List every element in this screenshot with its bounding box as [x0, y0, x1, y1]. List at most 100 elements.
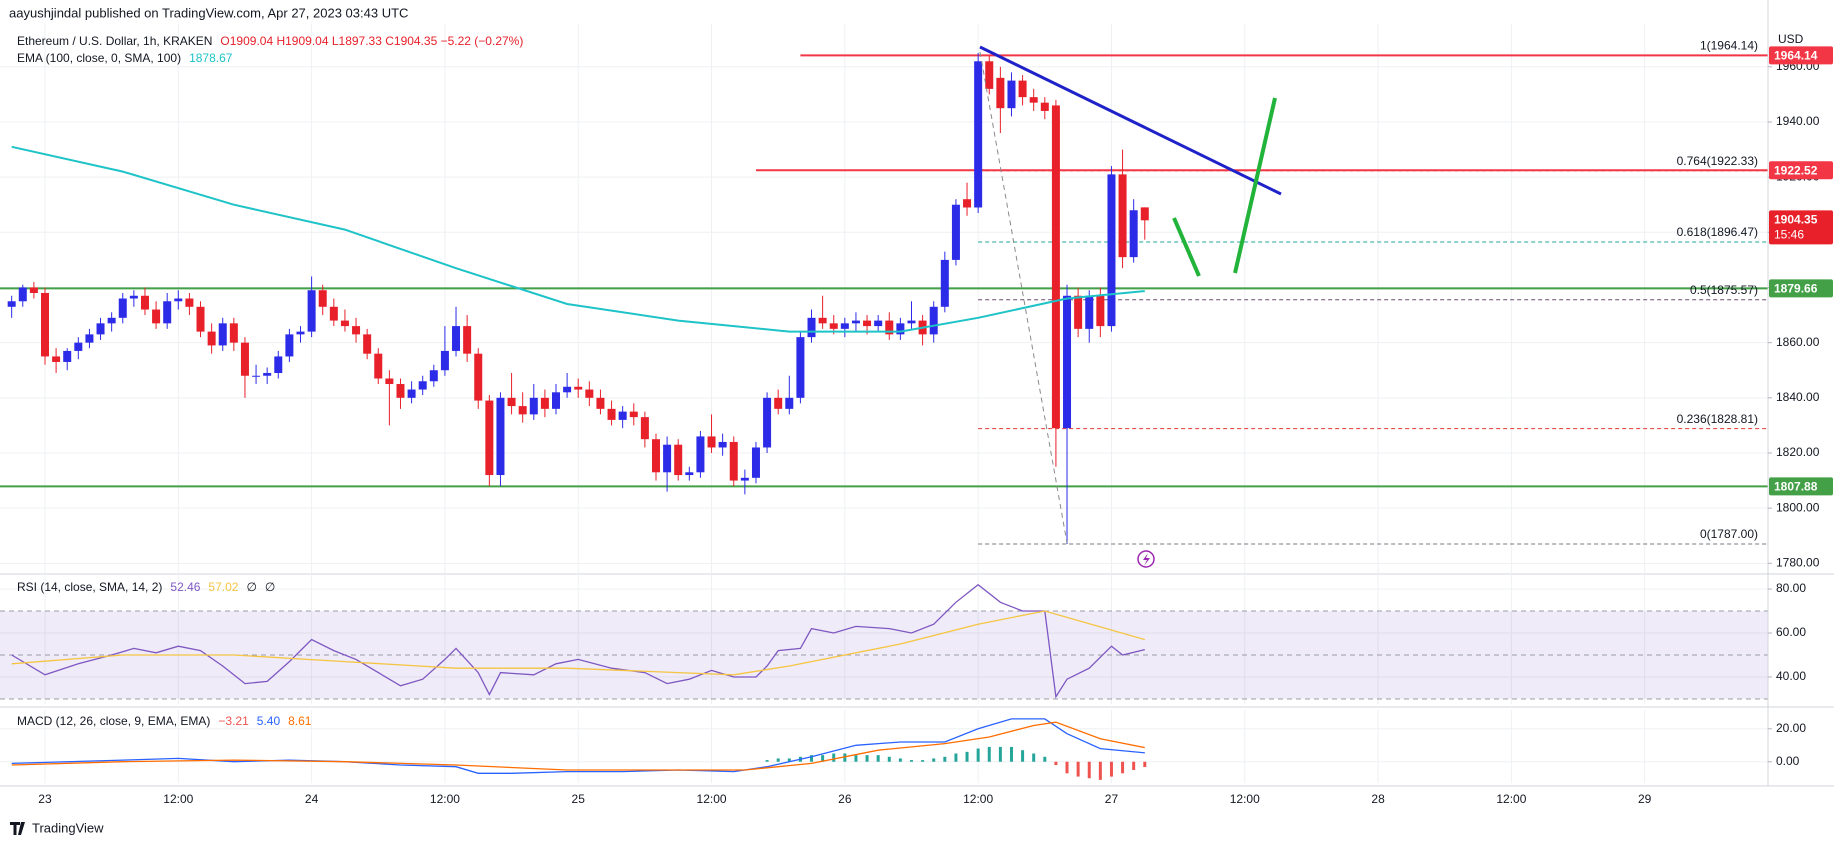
- price-tag-label: 1807.88: [1774, 480, 1818, 494]
- candle-body: [685, 472, 694, 476]
- currency: USD: [1778, 32, 1804, 46]
- candle-body: [1018, 80, 1027, 98]
- candle-body: [729, 441, 738, 481]
- candle-body: [385, 378, 394, 385]
- x-tick-label: 12:00: [1496, 792, 1526, 806]
- candle-body: [563, 386, 572, 393]
- candle-body: [718, 441, 727, 448]
- countdown-label: 15:46: [1774, 227, 1804, 241]
- price-tag-label: 1922.52: [1774, 163, 1818, 177]
- histogram-bar: [787, 758, 791, 762]
- candle-body: [696, 436, 705, 473]
- histogram-bar: [1109, 761, 1113, 777]
- fib-label: 0.5(1875.57): [1690, 283, 1758, 297]
- candle-body: [463, 326, 472, 354]
- histogram-bar: [932, 758, 936, 762]
- candle-body: [263, 372, 272, 376]
- histogram-bar: [987, 746, 991, 762]
- histogram-bar: [1076, 761, 1080, 777]
- histogram-bar: [1054, 761, 1058, 766]
- histogram-bar: [821, 755, 825, 762]
- candle-body: [651, 439, 660, 473]
- ohlc-readout: O1909.04 H1909.04 L1897.33 C1904.35 −5.2…: [220, 34, 523, 48]
- histogram-bar: [954, 753, 958, 762]
- candle-body: [1107, 174, 1116, 327]
- footer: TradingView: [32, 820, 104, 835]
- histogram-bar: [776, 758, 780, 762]
- histogram-bar: [1009, 746, 1013, 762]
- histogram-bar: [1121, 761, 1125, 774]
- candle-body: [352, 326, 361, 335]
- candle-body: [329, 306, 338, 321]
- candle-body: [1096, 295, 1105, 327]
- candle-body: [185, 298, 194, 307]
- candle-body: [863, 320, 872, 327]
- histogram-bar: [1021, 750, 1025, 762]
- x-tick-label: 12:00: [963, 792, 993, 806]
- histogram-bar: [998, 746, 1002, 762]
- rsi-line: [11, 583, 1145, 699]
- candle-body: [218, 323, 227, 346]
- histogram-bar: [765, 760, 769, 762]
- pane-value: 52.46: [170, 580, 200, 594]
- candle-body: [996, 77, 1005, 109]
- candle-body: [1085, 295, 1094, 329]
- candle-body: [285, 334, 294, 357]
- candle-body: [507, 397, 516, 407]
- candle-body: [96, 323, 105, 335]
- drawings: [979, 45, 1282, 568]
- candle-body: [763, 397, 772, 448]
- histogram-bar: [810, 755, 814, 762]
- histogram-bar: [887, 756, 891, 762]
- candle-body: [885, 320, 894, 335]
- histogram-bar: [976, 748, 980, 762]
- candle-body: [340, 320, 349, 327]
- candle-body: [52, 356, 61, 362]
- y-tick-label: 1780.00: [1776, 555, 1820, 569]
- candle-body: [429, 370, 438, 382]
- candle-body: [418, 381, 427, 390]
- overlay-name: EMA (100, close, 0, SMA, 100): [17, 51, 181, 65]
- candle-body: [163, 301, 172, 324]
- candle-body: [829, 323, 838, 329]
- candle-body: [40, 292, 49, 357]
- candle-body: [796, 337, 805, 398]
- candle-body: [929, 306, 938, 335]
- candle-body: [674, 444, 683, 476]
- candle-body: [396, 384, 405, 398]
- candle-body: [485, 400, 494, 476]
- candle-body: [1074, 295, 1083, 329]
- candle-body: [574, 386, 583, 390]
- candle-body: [452, 326, 461, 351]
- histogram-bar: [921, 760, 925, 762]
- candle-body: [1051, 105, 1060, 429]
- y-tick-label: 1940.00: [1776, 114, 1820, 128]
- candle-body: [629, 411, 638, 418]
- candle-body: [896, 323, 905, 335]
- fib-label: 0.764(1922.33): [1677, 154, 1758, 168]
- candle-body: [474, 353, 483, 401]
- price-tag: [1769, 279, 1833, 298]
- candle-body: [229, 323, 238, 343]
- candle-body: [407, 389, 416, 398]
- candle-body: [129, 295, 138, 299]
- candle-body: [496, 397, 505, 476]
- price-tag: [1769, 46, 1833, 65]
- fib-label: 0(1787.00): [1700, 527, 1758, 541]
- candle-body: [7, 301, 16, 307]
- x-tick-label: 25: [572, 792, 586, 806]
- candle-body: [818, 317, 827, 324]
- marks-layer: [0, 53, 1768, 780]
- candle-body: [552, 392, 561, 409]
- candle-body: [318, 290, 327, 307]
- macd-line: [11, 721, 1145, 771]
- candle-body: [940, 259, 949, 307]
- candle-body: [1118, 174, 1127, 258]
- candle-body: [907, 320, 916, 324]
- x-tick-label: 27: [1105, 792, 1119, 806]
- x-tick-label: 26: [838, 792, 852, 806]
- price-tag: [1769, 477, 1833, 496]
- y-tick-label: 1840.00: [1776, 390, 1820, 404]
- candle-body: [840, 323, 849, 329]
- x-tick-label: 24: [305, 792, 319, 806]
